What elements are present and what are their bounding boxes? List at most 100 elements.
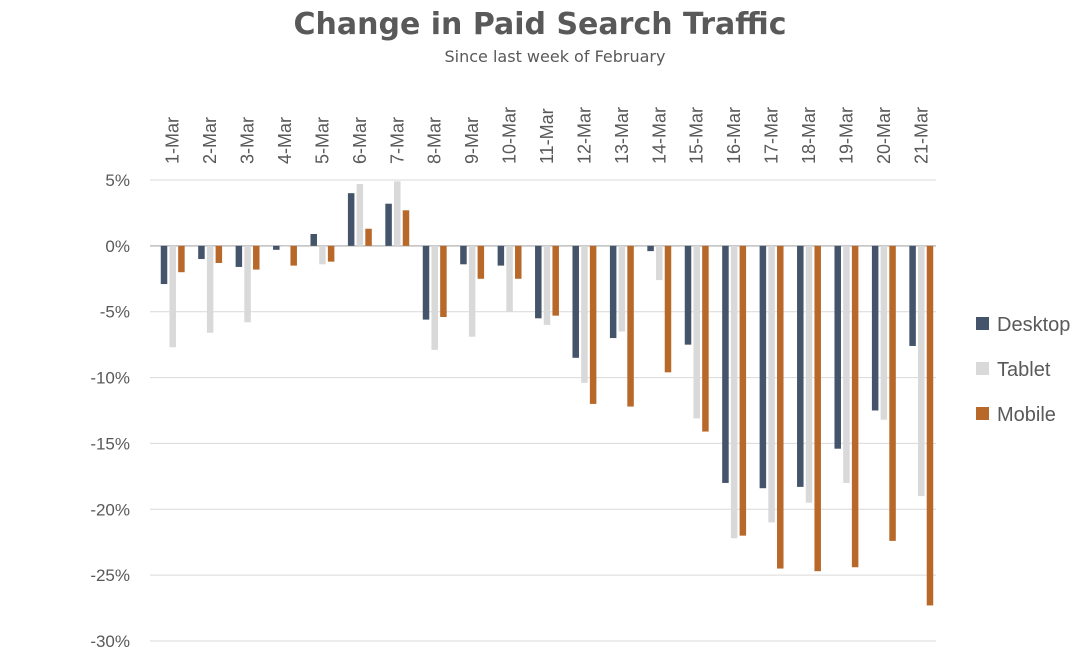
bar-mobile-2-mar (215, 245, 223, 263)
x-tick-label: 2-Mar (200, 117, 220, 164)
x-tick-label: 11-Mar (537, 108, 557, 164)
bar-desktop-5-mar (310, 234, 317, 246)
bar-desktop-13-mar (609, 245, 617, 339)
bar-desktop-14-mar (647, 245, 654, 252)
bar-tablet-9-mar (468, 245, 476, 337)
bar-tablet-20-mar (880, 245, 888, 420)
bar-mobile-4-mar (290, 245, 297, 266)
bar-desktop-16-mar (722, 245, 729, 483)
y-tick-label: 0% (105, 237, 130, 256)
x-tick-label: 19-Mar (836, 107, 856, 164)
bar-desktop-18-mar (797, 245, 804, 487)
bar-mobile-15-mar (702, 245, 709, 432)
bar-tablet-12-mar (581, 245, 588, 383)
bar-desktop-17-mar (759, 245, 767, 489)
bar-tablet-6-mar (356, 183, 364, 246)
x-axis-labels: 1-Mar 2-Mar 3-Mar 4-Mar 5-Mar 6-Mar 7-Mar 8-Mar… (163, 107, 932, 164)
bar-tablet-16-mar (730, 245, 738, 539)
bar-mobile-11-mar (552, 245, 559, 316)
bar-tablet-19-mar (843, 245, 850, 483)
bar-desktop-7-mar (385, 203, 392, 246)
bar-mobile-17-mar (777, 245, 784, 569)
bar-desktop-6-mar (347, 193, 355, 246)
bar-mobile-20-mar (889, 245, 896, 541)
bar-tablet-18-mar (805, 245, 813, 503)
grid-lines (150, 179, 936, 642)
y-tick-label: -20% (90, 500, 130, 519)
legend-label-mobile: Mobile (997, 404, 1056, 426)
legend-label-tablet: Tablet (997, 359, 1051, 381)
x-tick-label: 20-Mar (874, 107, 894, 164)
x-tick-label: 12-Mar (574, 107, 594, 164)
bar-desktop-15-mar (684, 245, 692, 345)
bar-desktop-2-mar (198, 245, 205, 260)
x-tick-label: 10-Mar (500, 107, 520, 164)
legend-swatch-tablet (976, 362, 989, 375)
y-tick-label: -5% (100, 303, 130, 322)
y-tick-label: -25% (90, 566, 130, 585)
bar-desktop-8-mar (422, 245, 430, 320)
bar-mobile-14-mar (664, 245, 672, 373)
bar-desktop-10-mar (497, 245, 505, 266)
bar-mobile-13-mar (627, 245, 634, 407)
bar-tablet-2-mar (206, 245, 214, 333)
bar-tablet-14-mar (656, 245, 663, 281)
bar-desktop-19-mar (834, 245, 841, 449)
bar-desktop-3-mar (235, 245, 243, 267)
y-tick-label: -15% (90, 434, 130, 453)
bar-mobile-6-mar (365, 228, 372, 246)
bar-mobile-18-mar (814, 245, 821, 572)
bar-mobile-5-mar (327, 245, 335, 262)
bar-mobile-7-mar (402, 210, 410, 246)
x-tick-label: 4-Mar (275, 117, 295, 164)
bar-desktop-11-mar (535, 245, 542, 319)
bar-mobile-8-mar (440, 245, 447, 317)
x-tick-label: 17-Mar (762, 107, 782, 164)
bar-desktop-4-mar (273, 245, 280, 250)
x-tick-label: 15-Mar (687, 107, 707, 164)
bar-mobile-3-mar (253, 245, 260, 270)
legend-swatch-desktop (976, 317, 989, 330)
bar-desktop-1-mar (160, 245, 168, 285)
bar-mobile-21-mar (926, 245, 934, 606)
y-axis-ticks: 5% 0% -5% -10% -15% -20% -25% -30% (90, 171, 130, 651)
legend-label-desktop: Desktop (997, 314, 1070, 336)
bar-desktop-20-mar (871, 245, 879, 411)
bar-tablet-11-mar (543, 245, 551, 325)
y-tick-label: 5% (105, 171, 130, 190)
x-tick-label: 8-Mar (425, 117, 445, 164)
bar-tablet-21-mar (918, 245, 925, 497)
x-tick-label: 6-Mar (350, 117, 370, 164)
x-tick-label: 21-Mar (911, 107, 931, 164)
x-tick-label: 5-Mar (312, 117, 332, 164)
x-tick-label: 18-Mar (799, 107, 819, 164)
legend-swatch-mobile (976, 407, 989, 420)
bar-tablet-5-mar (319, 245, 326, 265)
bar-tablet-8-mar (431, 245, 438, 350)
bar-tablet-15-mar (693, 245, 700, 419)
bar-mobile-9-mar (477, 245, 485, 279)
x-tick-label: 9-Mar (462, 117, 482, 164)
bar-tablet-3-mar (244, 245, 251, 323)
bar-tablet-13-mar (618, 245, 626, 332)
bar-tablet-10-mar (506, 245, 513, 312)
bar-desktop-9-mar (460, 245, 467, 265)
bar-tablet-7-mar (394, 181, 401, 246)
y-tick-label: -30% (90, 632, 130, 651)
bar-mobile-16-mar (739, 245, 747, 536)
bar-tablet-17-mar (768, 245, 775, 523)
bars (160, 181, 934, 606)
bar-tablet-4-mar (281, 245, 289, 247)
x-tick-label: 3-Mar (238, 117, 258, 164)
y-tick-label: -10% (90, 369, 130, 388)
chart-title: Change in Paid Search Traffic (294, 7, 787, 42)
x-tick-label: 14-Mar (649, 107, 669, 164)
x-tick-label: 16-Mar (724, 107, 744, 164)
chart-subtitle: Since last week of February (445, 47, 666, 66)
bar-desktop-21-mar (909, 245, 916, 346)
bar-tablet-1-mar (169, 245, 176, 348)
bar-mobile-19-mar (851, 245, 859, 568)
bar-mobile-1-mar (178, 245, 185, 273)
